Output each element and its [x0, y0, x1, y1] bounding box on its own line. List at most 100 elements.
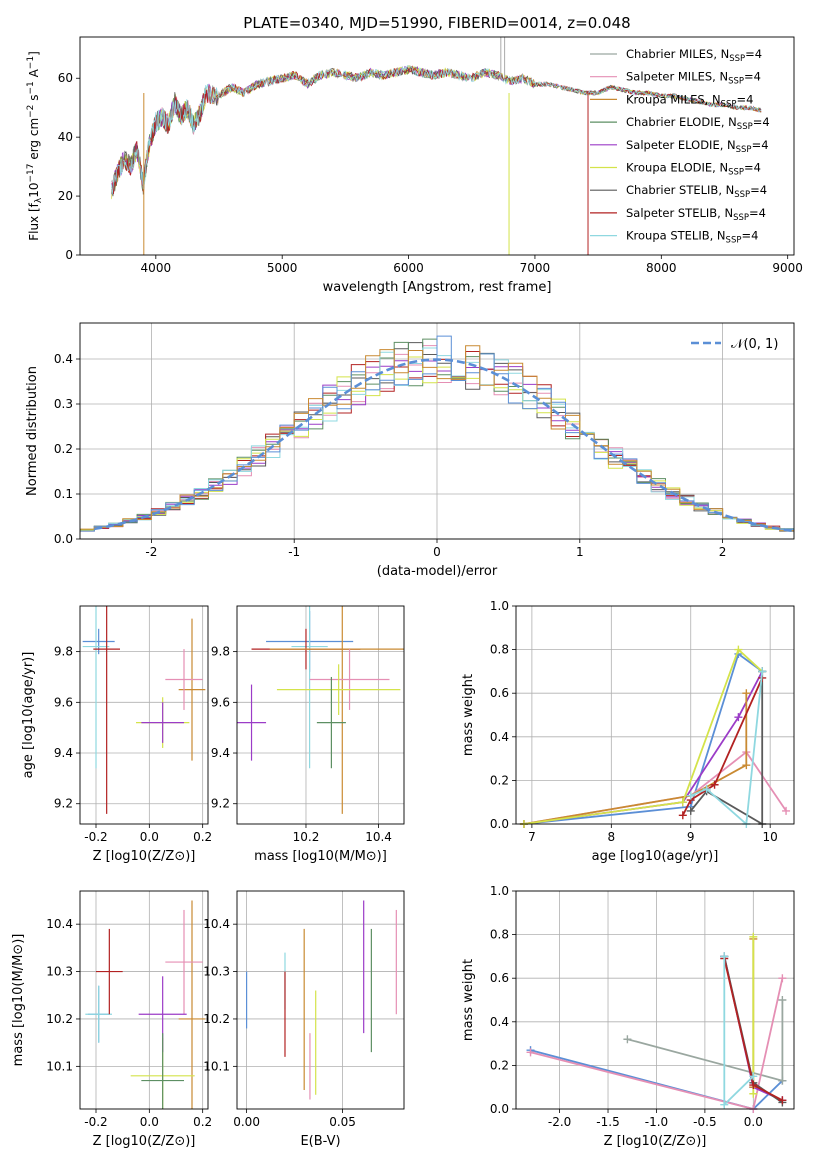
x-tick-label: -2.0 [548, 1115, 571, 1129]
y-tick-label: 10.4 [46, 917, 73, 931]
data-point [96, 928, 123, 1015]
error-bars [245, 900, 397, 1100]
chart-panel-mass-vs-EBV: 0.00 0.05 10.1 10.2 10.3 10.4 E(B-V) [203, 890, 405, 1149]
x-tick-label: 1 [576, 545, 584, 559]
x-tick-label: 0.05 [329, 1115, 356, 1129]
x-tick-label: 0.00 [233, 1115, 260, 1129]
weight-marker [526, 1048, 535, 1057]
plot-area [516, 891, 794, 1109]
y-tick-label: 10.1 [203, 1059, 230, 1073]
y-axis-label: age [log10(age/yr)] [21, 652, 36, 779]
data-point [82, 606, 110, 769]
chart-panel-age-vs-mass: 10.2 10.4 9.2 9.4 9.6 9.8 mass [log10(M/M⊙)] [211, 605, 405, 864]
x-tick-label: 8000 [646, 261, 677, 275]
legend: 𝒩(0, 1) [691, 337, 778, 352]
data-point [93, 606, 120, 814]
y-tick-label: 0.1 [54, 487, 73, 501]
weight-line-1 [523, 652, 763, 825]
data-point [178, 900, 206, 1109]
x-tick-label: 5000 [267, 261, 298, 275]
x-tick-label: -0.2 [84, 830, 107, 844]
weight-line-9 [690, 671, 764, 826]
chart-panel-mass-weight-vs-Z: -2.0 -1.5 -1.0 -0.5 0.0 0.0 0.2 0.4 0.6 0.8 1.0 Z [… [461, 884, 795, 1149]
x-axis-label: Z [log10(Z/Z⊙)] [93, 1134, 196, 1149]
normal-curve [94, 358, 794, 533]
legend-label: Chabrier MILES, NSSP=4 [626, 47, 762, 64]
chart-panel-spectrum: 4000 5000 6000 7000 8000 9000 0 20 40 60 wavelengt… [26, 36, 803, 295]
axes-frame [236, 605, 405, 825]
x-tick-label: -1.5 [596, 1115, 619, 1129]
figure-title: PLATE=0340, MJD=51990, FIBERID=0014, z=0… [243, 14, 630, 32]
weight-line-7 [690, 671, 764, 826]
weight-marker [678, 811, 687, 820]
x-tick-label: 0 [433, 545, 441, 559]
y-tick-label: 10.1 [46, 1059, 73, 1073]
y-tick-label: 9.4 [211, 746, 230, 760]
x-axis-label: (data-model)/error [377, 564, 498, 579]
weight-line-6 [523, 648, 763, 825]
y-tick-label: 1.0 [490, 884, 509, 898]
y-tick-label: 0.2 [490, 773, 509, 787]
y-tick-label: 0.3 [54, 397, 73, 411]
chart-panel-age-vs-Z: -0.2 0.0 0.2 9.2 9.4 9.6 9.8 Z [log10(Z/Z⊙)] age… [21, 605, 212, 864]
axes-frame [79, 605, 209, 825]
axes-frame [236, 890, 405, 1110]
spectrum-lines [111, 37, 762, 255]
data-point [237, 684, 267, 761]
weight-marker [742, 761, 751, 770]
y-tick-label: 10.4 [203, 917, 230, 931]
plot-area [237, 891, 404, 1109]
weight-marker [749, 1072, 758, 1081]
x-tick-label: -0.5 [693, 1115, 716, 1129]
legend-label: Salpeter MILES, NSSP=4 [626, 70, 761, 87]
y-tick-label: 0.8 [490, 928, 509, 942]
weight-marker [702, 785, 711, 794]
x-tick-label: -1.0 [645, 1115, 668, 1129]
y-tick-label: 0 [65, 248, 73, 262]
y-tick-label: 0.4 [490, 1015, 509, 1029]
data-point [276, 664, 401, 715]
plot-area [80, 891, 208, 1109]
weight-marker [720, 952, 729, 961]
legend-label: Salpeter ELODIE, NSSP=4 [626, 138, 769, 155]
x-tick-label: 10 [763, 830, 778, 844]
y-tick-label: 9.6 [211, 695, 230, 709]
error-bars [82, 606, 206, 814]
axes-frame [79, 890, 209, 1110]
weight-line-8 [682, 677, 764, 816]
legend-label: Kroupa ELODIE, NSSP=4 [626, 161, 761, 178]
x-tick-label: 10.4 [365, 830, 392, 844]
weight-marker [749, 932, 758, 941]
x-tick-label: 7 [528, 830, 536, 844]
y-tick-label: 0.6 [490, 686, 509, 700]
y-tick-label: 0.6 [490, 971, 509, 985]
data-point [141, 1033, 184, 1109]
weight-marker [778, 996, 787, 1004]
x-tick-label: 10.2 [293, 830, 320, 844]
y-tick-label: 10.2 [203, 1012, 230, 1026]
x-axis-label: Z [log10(Z/Z⊙)] [93, 849, 196, 864]
legend-label: Kroupa MILES, NSSP=4 [626, 92, 753, 109]
weight-marker [720, 1100, 729, 1109]
x-axis-label: Z [log10(Z/Z⊙)] [604, 1134, 707, 1149]
weight-line-5 [523, 693, 748, 825]
data-point [82, 628, 115, 655]
y-tick-label: 0.4 [54, 352, 73, 366]
data-point [178, 618, 206, 761]
x-tick-label: 0.0 [140, 1115, 159, 1129]
y-tick-label: 1.0 [490, 599, 509, 613]
y-tick-label: 9.8 [54, 645, 73, 659]
weight-marker [778, 974, 787, 983]
plot-area [516, 606, 794, 824]
y-axis-label: mass weight [461, 959, 476, 1041]
x-tick-label: 9 [687, 830, 695, 844]
y-tick-label: 60 [58, 71, 73, 85]
x-tick-label: 8 [607, 830, 615, 844]
x-tick-label: 4000 [141, 261, 172, 275]
weight-marker [778, 1096, 787, 1105]
y-tick-label: 0.2 [54, 442, 73, 456]
data-point [269, 606, 404, 814]
weight-marker [749, 1089, 758, 1098]
x-axis-label: age [log10(age/yr)] [592, 849, 719, 864]
